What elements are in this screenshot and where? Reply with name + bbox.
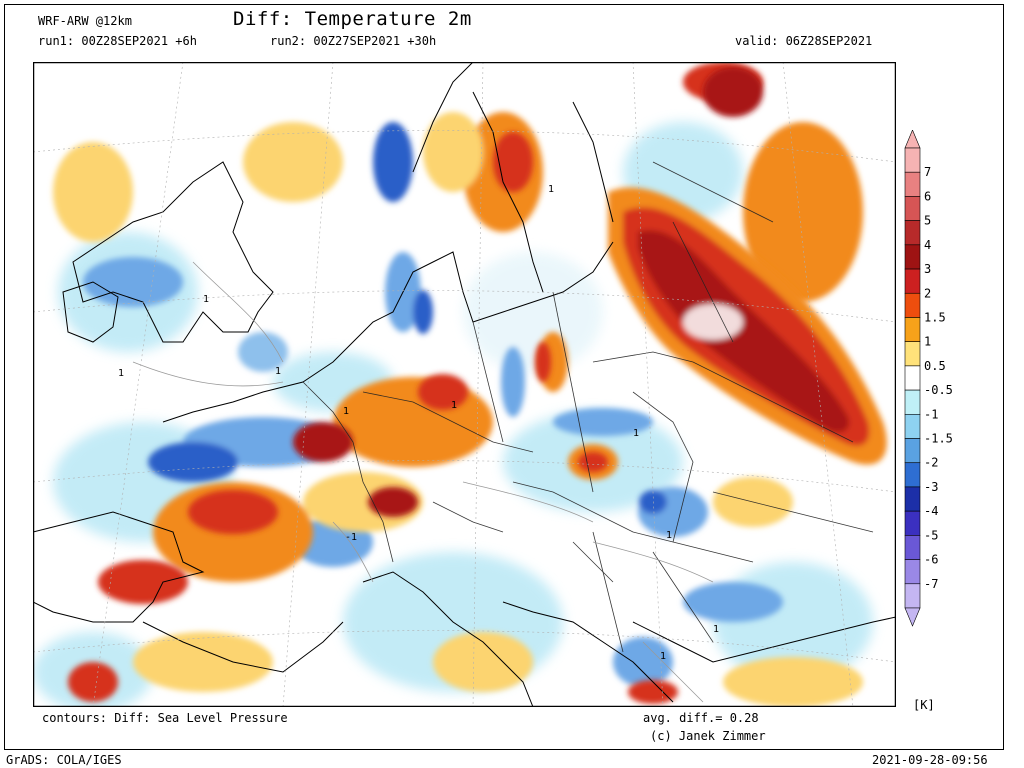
country-borders xyxy=(302,161,874,653)
plot-frame xyxy=(4,4,1004,750)
colorbar-tick-label: 4 xyxy=(924,238,931,252)
colorbar-swatch xyxy=(904,244,921,270)
temperature-diff-map: 1 1 1 1 1 1 1 1 1 -1 1 xyxy=(33,62,896,707)
colorbar-tick-label: -4 xyxy=(924,504,938,518)
colorbar-tick-label: 3 xyxy=(924,262,931,276)
run2-label: run2: 00Z27SEP2021 +30h xyxy=(270,34,437,48)
contours-caption: contours: Diff: Sea Level Pressure xyxy=(42,711,288,725)
colorbar-tick-label: 7 xyxy=(924,165,931,179)
contour-label: 1 xyxy=(633,428,639,439)
colorbar-tick-label: 1 xyxy=(924,335,931,349)
red-anomaly-band xyxy=(68,67,887,704)
contour-label: 1 xyxy=(666,530,672,541)
timestamp-label: 2021-09-28-09:56 xyxy=(872,753,988,767)
colorbar-labels: 7 6 5 4 3 2 1.5 1 0.5 -0.5 -1 -1.5 -2 -3 -4 -5 -6 -7 xyxy=(924,165,953,591)
colorbar-swatch xyxy=(904,414,921,439)
colorbar-swatch xyxy=(904,438,921,464)
credit-label: (c) Janek Zimmer xyxy=(650,729,766,743)
avg-diff-label: avg. diff.= 0.28 xyxy=(643,711,759,725)
colorbar-tick-label: 5 xyxy=(924,214,931,228)
colorbar-swatches xyxy=(904,130,921,627)
colorbar-swatch xyxy=(904,583,921,609)
colorbar-swatch xyxy=(904,220,921,246)
model-label: WRF-ARW @12km xyxy=(38,14,132,28)
colorbar-tick-label: -5 xyxy=(924,528,938,542)
colorbar-tick-label: -7 xyxy=(924,577,938,591)
contour-label: -1 xyxy=(345,532,357,543)
colorbar-cap-top xyxy=(904,130,921,149)
colorbar-swatch xyxy=(904,171,921,197)
colorbar-unit: [K] xyxy=(913,698,935,712)
colorbar-tick-label: -0.5 xyxy=(924,383,953,397)
colorbar-tick-label: -3 xyxy=(924,480,938,494)
run1-label: run1: 00Z28SEP2021 +6h xyxy=(38,34,197,48)
contour-label: 1 xyxy=(548,184,554,195)
coastlines xyxy=(33,62,896,707)
graticule xyxy=(33,62,896,707)
slp-contours xyxy=(132,261,714,703)
software-label: GrADS: COLA/IGES xyxy=(6,753,122,767)
colorbar-tick-label: -2 xyxy=(924,456,938,470)
colorbar-tick-label: -1 xyxy=(924,407,938,421)
colorbar-tick-label: 6 xyxy=(924,189,931,203)
contour-label: 1 xyxy=(343,406,349,417)
colorbar-tick-label: 0.5 xyxy=(924,359,946,373)
colorbar-tick-label: -1.5 xyxy=(924,432,953,446)
colorbar-swatch xyxy=(904,535,921,560)
colorbar-swatch xyxy=(904,462,921,488)
colorbar-tick-label: 1.5 xyxy=(924,310,946,324)
colorbar-swatch xyxy=(904,559,921,585)
colorbar: 7 6 5 4 3 2 1.5 1 0.5 -0.5 -1 -1.5 -2 -3 -4 -5 -6 -7 xyxy=(904,130,953,627)
colorbar-swatch xyxy=(904,365,921,391)
colorbar-tick-label: 2 xyxy=(924,286,931,300)
colorbar-cap-bottom xyxy=(904,607,921,627)
colorbar-swatch xyxy=(904,486,921,512)
chart-title: Diff: Temperature 2m xyxy=(233,8,472,30)
map-border xyxy=(33,62,896,707)
colorbar-swatch xyxy=(904,317,921,342)
colorbar-swatch xyxy=(904,292,921,318)
colorbar-swatch xyxy=(904,510,921,536)
contour-label: 1 xyxy=(118,368,124,379)
contour-label: 1 xyxy=(713,624,719,635)
colorbar-swatch xyxy=(904,268,921,294)
contour-label: 1 xyxy=(451,400,457,411)
colorbar-tick-label: -6 xyxy=(924,553,938,567)
contour-label: 1 xyxy=(660,651,666,662)
colorbar-swatch xyxy=(904,196,921,221)
colorbar-swatch xyxy=(904,389,921,415)
colorbar-swatch xyxy=(904,341,921,367)
contour-label: 1 xyxy=(203,294,209,305)
contour-label: 1 xyxy=(275,366,281,377)
valid-label: valid: 06Z28SEP2021 xyxy=(735,34,873,48)
colorbar-swatch xyxy=(904,147,921,173)
contour-labels: 1 1 1 1 1 1 1 1 1 -1 1 xyxy=(118,184,719,662)
